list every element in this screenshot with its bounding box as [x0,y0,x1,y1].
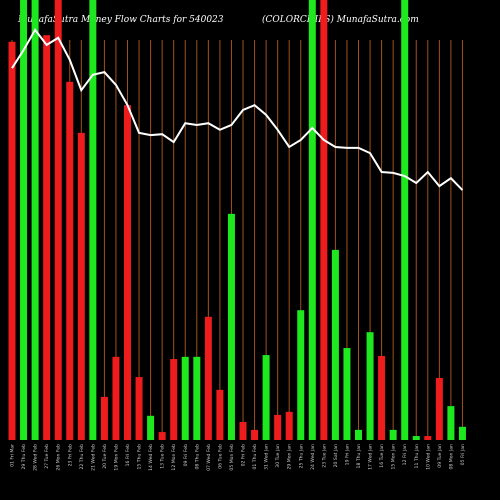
bar [112,356,120,440]
x-tick-label: 08 Mon Jan [448,444,454,470]
bar [435,377,443,440]
x-tick-label: 21 Wed Feb [90,444,96,471]
x-tick-label: 28 Wed Feb [33,444,39,471]
bar [20,0,28,440]
x-tick-label: 13 Tue Feb [160,444,166,469]
bar [239,421,247,440]
x-tick-label: 02 Fri Feb [241,444,247,466]
x-tick-label: 19 Mon Feb [113,444,119,471]
bar [158,432,166,440]
x-tick-label: 11 Thu Jan [414,444,420,469]
bar [181,356,189,440]
x-tick-label: 29 Mon Jan [287,444,293,470]
x-tick-label: 07 Wed Feb [206,444,212,471]
x-tick-label: 26 Mon Feb [56,444,62,471]
x-tick-label: 20 Tue Feb [102,444,108,469]
x-tick-label: 23 Tue Jan [321,444,327,468]
bar [389,429,397,440]
bar [135,377,143,440]
bar [331,249,339,440]
x-tick-label: 16 Fri Feb [125,444,131,466]
x-tick-label: 30 Tue Jan [275,444,281,468]
x-tick-label: 17 Wed Jan [368,444,374,470]
bar [262,355,270,440]
x-tick-label: 14 Wed Feb [148,444,154,471]
bar [31,0,39,440]
bar [378,355,386,440]
x-tick-label: 01 Thu Feb [252,444,258,470]
x-tick-label: 20 Sat Jan [333,444,339,467]
bar [8,41,16,441]
bar [366,332,374,440]
x-tick-label: 15 Thu Feb [137,444,143,470]
x-tick-label: 09 Fri Feb [183,444,189,466]
x-tick-label: 25 Thu Jan [298,444,304,469]
bar [424,436,432,440]
bar [458,426,466,440]
bar [447,406,455,440]
x-tick-label: 16 Tue Jan [379,444,385,468]
bar [355,429,362,440]
price-line [11,28,464,191]
bar [285,411,293,440]
x-tick-label: 08 Thu Feb [194,444,200,470]
bar [412,436,420,440]
bar [170,359,178,440]
x-tick-label: 23 Fri Feb [67,444,73,466]
bar [401,0,409,440]
x-tick-label: 09 Tue Jan [437,444,443,468]
x-tick-label: 24 Wed Jan [310,444,316,470]
x-tick-label: 29 Thu Feb [21,444,27,470]
bar [216,389,224,440]
x-tick-label: 06 Tue Feb [217,444,223,469]
x-tick-label: 10 Wed Jan [425,444,431,470]
x-tick-label: 01 Fri Mar [10,444,16,467]
bar [77,132,85,440]
bar [66,81,74,440]
bar [43,35,51,440]
x-tick-label: 05 Mon Feb [229,444,235,471]
x-tick-label: 22 Thu Feb [79,444,85,470]
x-tick-label: 27 Tue Feb [44,444,50,469]
bar [124,105,131,440]
x-tick-label: 19 Fri Jan [344,444,350,465]
x-tick-label: 18 Thu Jan [356,444,362,469]
bar [297,310,305,440]
x-tick-label: 12 Mon Feb [171,444,177,471]
x-tick-label: 05 Fri Jan [460,444,466,465]
bar [308,0,316,440]
bar [227,213,235,440]
bar [147,415,155,440]
x-tick-label: 12 Fri Jan [402,444,408,465]
bar [193,356,201,440]
chart-title: MunafaSutra Money Flow Charts for 540023 [17,15,224,25]
chart-subtitle: (COLORCHIPS) MunafaSutra.com [262,14,419,25]
bar [320,0,328,440]
bar [343,348,351,440]
bar [100,396,108,440]
bar [274,414,282,440]
bar [251,429,259,440]
bar [54,0,62,440]
bar [89,0,97,440]
bar [204,316,212,440]
x-tick-label: 15 Mon Jan [391,444,397,470]
x-tick-label: 31 Wed Jan [264,444,270,470]
